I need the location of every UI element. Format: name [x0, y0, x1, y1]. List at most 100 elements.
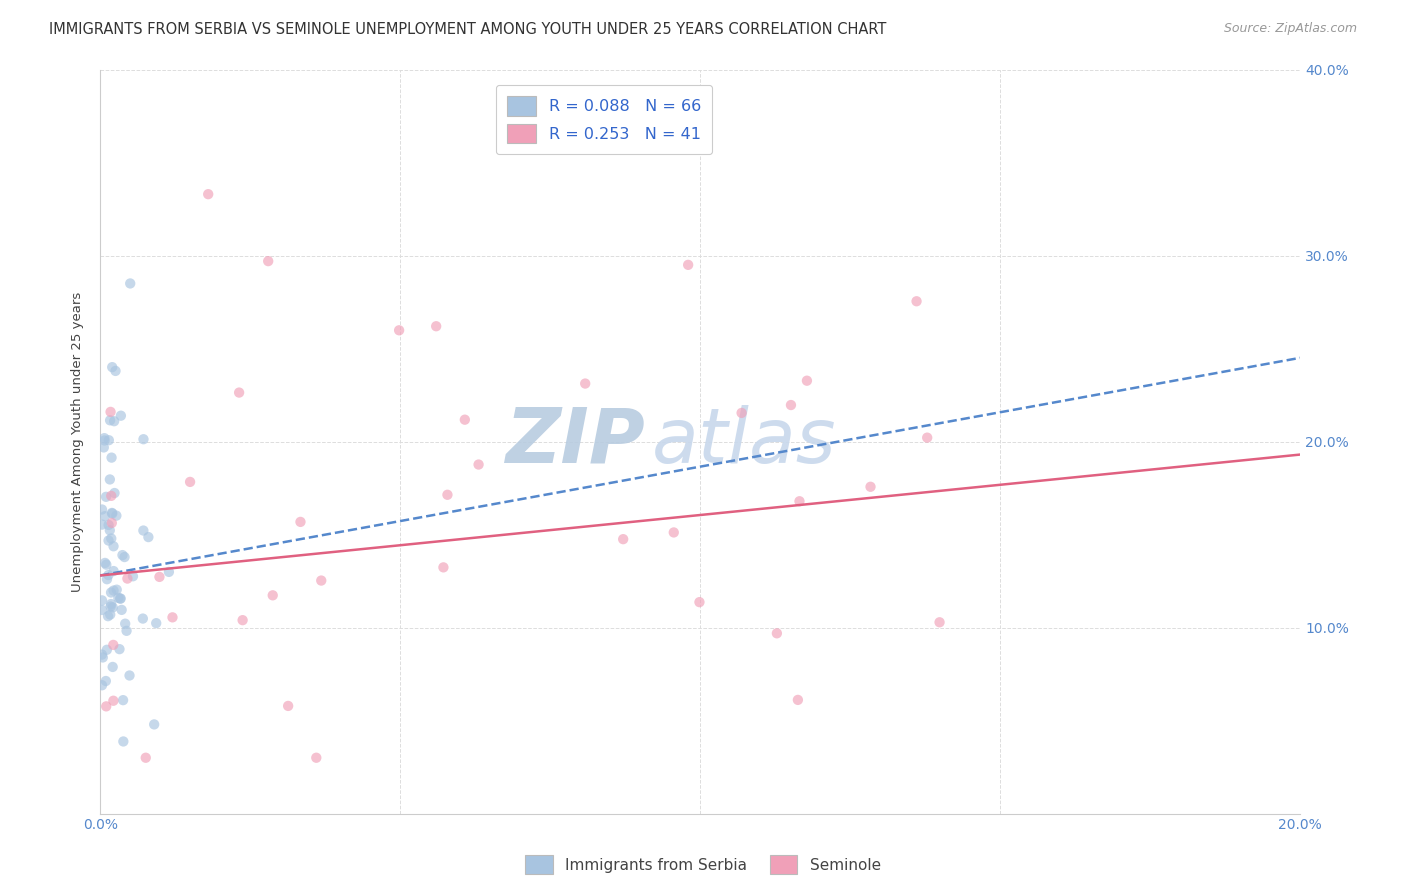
Point	[110, 409, 132, 423]
Point	[96, 699, 118, 714]
Point	[228, 385, 250, 400]
Point	[454, 413, 477, 427]
Point	[103, 486, 125, 500]
Point	[98, 607, 121, 622]
Point	[98, 524, 121, 538]
Text: IMMIGRANTS FROM SERBIA VS SEMINOLE UNEMPLOYMENT AMONG YOUTH UNDER 25 YEARS CORRE: IMMIGRANTS FROM SERBIA VS SEMINOLE UNEMP…	[49, 22, 887, 37]
Point	[118, 668, 141, 682]
Point	[100, 585, 122, 599]
Point	[117, 572, 139, 586]
Point	[91, 648, 114, 662]
Point	[93, 431, 115, 445]
Point	[91, 502, 114, 516]
Point	[96, 572, 118, 586]
Point	[928, 615, 950, 630]
Point	[101, 660, 124, 674]
Point	[688, 595, 710, 609]
Point	[91, 678, 114, 692]
Point	[104, 364, 127, 378]
Point	[257, 254, 280, 268]
Point	[143, 717, 166, 731]
Point	[388, 323, 411, 337]
Text: Source: ZipAtlas.com: Source: ZipAtlas.com	[1223, 22, 1357, 36]
Point	[110, 591, 132, 606]
Point	[101, 506, 124, 520]
Point	[97, 433, 120, 447]
Point	[112, 693, 135, 707]
Point	[122, 569, 145, 583]
Point	[162, 610, 184, 624]
Point	[94, 673, 117, 688]
Point	[157, 565, 180, 579]
Point	[91, 603, 114, 617]
Point	[96, 558, 118, 572]
Y-axis label: Unemployment Among Youth under 25 years: Unemployment Among Youth under 25 years	[72, 292, 84, 591]
Point	[676, 258, 699, 272]
Point	[91, 593, 114, 607]
Point	[94, 556, 117, 570]
Point	[100, 599, 122, 614]
Point	[103, 583, 125, 598]
Point	[97, 568, 120, 582]
Point	[103, 694, 125, 708]
Point	[436, 488, 458, 502]
Point	[232, 613, 254, 627]
Point	[100, 597, 122, 611]
Point	[98, 472, 121, 486]
Point	[91, 517, 114, 532]
Point	[103, 539, 125, 553]
Point	[905, 294, 928, 309]
Point	[108, 591, 131, 606]
Point	[197, 187, 219, 202]
Point	[132, 432, 155, 446]
Point	[114, 549, 136, 564]
Point	[96, 642, 118, 657]
Point	[100, 450, 122, 465]
Point	[796, 374, 818, 388]
Point	[97, 518, 120, 533]
Point	[91, 650, 114, 665]
Point	[915, 431, 938, 445]
Point	[309, 574, 332, 588]
Point	[93, 441, 115, 455]
Point	[786, 693, 808, 707]
Point	[112, 734, 135, 748]
Point	[98, 413, 121, 427]
Point	[120, 277, 142, 291]
Point	[766, 626, 789, 640]
Point	[290, 515, 312, 529]
Text: atlas: atlas	[652, 405, 837, 478]
Text: ZIP: ZIP	[506, 405, 647, 478]
Point	[97, 609, 120, 624]
Point	[101, 600, 124, 615]
Point	[100, 405, 122, 419]
Point	[103, 564, 125, 578]
Point	[103, 414, 125, 428]
Point	[132, 611, 155, 625]
Point	[107, 591, 129, 605]
Point	[94, 490, 117, 504]
Legend: R = 0.088   N = 66, R = 0.253   N = 41: R = 0.088 N = 66, R = 0.253 N = 41	[496, 85, 713, 154]
Point	[277, 698, 299, 713]
Point	[780, 398, 803, 412]
Point	[574, 376, 596, 391]
Point	[467, 458, 489, 472]
Point	[97, 533, 120, 548]
Point	[108, 642, 131, 657]
Point	[103, 638, 125, 652]
Point	[100, 489, 122, 503]
Point	[145, 616, 167, 631]
Legend: Immigrants from Serbia, Seminole: Immigrants from Serbia, Seminole	[519, 849, 887, 880]
Point	[662, 525, 685, 540]
Point	[148, 570, 170, 584]
Point	[789, 494, 811, 508]
Point	[101, 516, 124, 530]
Point	[612, 532, 634, 546]
Point	[730, 406, 752, 420]
Point	[105, 508, 128, 523]
Point	[135, 750, 157, 764]
Point	[305, 750, 328, 764]
Point	[101, 507, 124, 521]
Point	[859, 480, 882, 494]
Point	[262, 588, 284, 602]
